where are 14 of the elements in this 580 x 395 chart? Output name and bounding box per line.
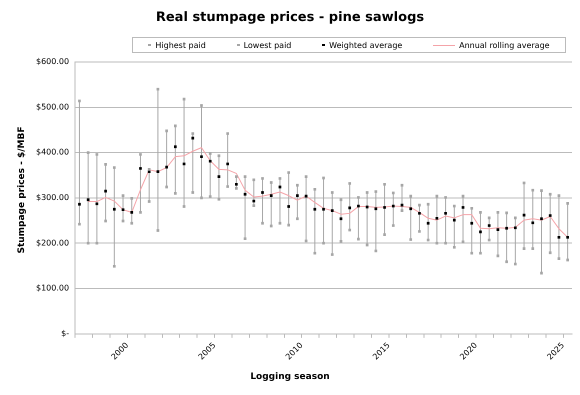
y-tick-label: $400.00 <box>36 148 70 157</box>
y-tick-label: $100.00 <box>36 284 70 293</box>
x-axis-title: Logging season <box>249 372 331 382</box>
legend-label: Highest paid <box>155 40 206 50</box>
y-tick-label: $200.00 <box>36 238 70 248</box>
chart-title: Real stumpage prices - pine sawlogs <box>154 10 426 25</box>
y-axis-title: Stumpage prices - $/MBF <box>17 126 27 254</box>
y-tick-label: $- <box>61 328 70 338</box>
legend-label: Lowest paid <box>244 40 292 50</box>
y-tick-label: $600.00 <box>36 57 70 66</box>
y-tick-label: $500.00 <box>36 102 70 112</box>
legend-label: Annual rolling average <box>459 40 550 50</box>
legend-label: Weighted average <box>329 40 402 50</box>
y-tick-label: $300.00 <box>36 192 70 202</box>
